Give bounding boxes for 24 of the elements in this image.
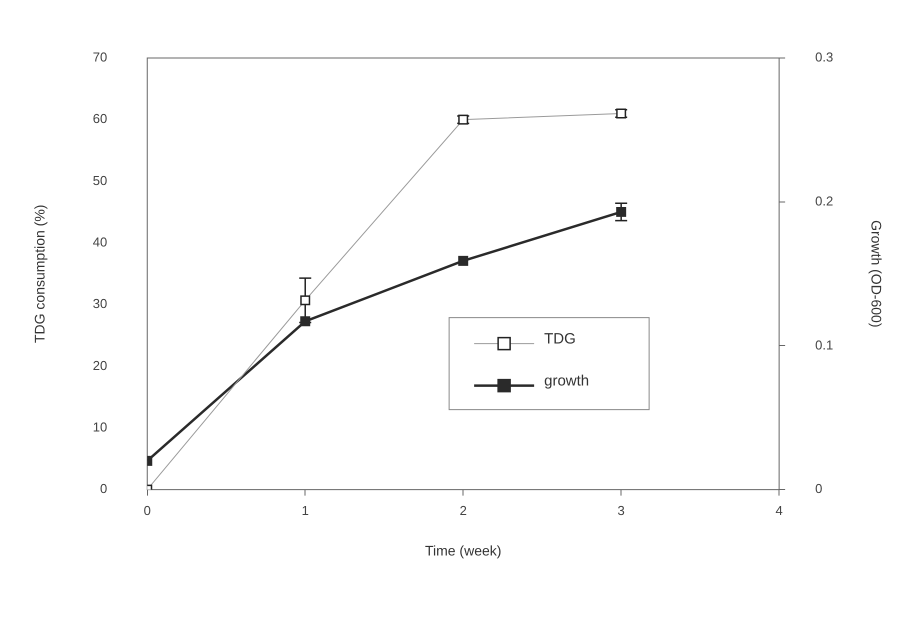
- x-axis-title: Time (week): [424, 542, 502, 558]
- y2-axis-title: Growth (OD-600): [868, 220, 885, 328]
- point: [300, 316, 310, 326]
- y-tick-label: 40: [92, 234, 108, 250]
- y-tick-label: 10: [92, 420, 108, 435]
- y-axis-title: TDG consumption (%): [31, 204, 48, 344]
- legend-label: TDG: [544, 330, 576, 348]
- x-tick-label: 1: [302, 502, 309, 518]
- x-tick-label: 2: [460, 502, 467, 518]
- y-tick-label: 0: [100, 481, 108, 496]
- y-tick-label: 70: [92, 50, 108, 65]
- legend-label: growth: [544, 372, 590, 390]
- y-tick-label: 20: [92, 358, 108, 373]
- y2-tick-label: 0.2: [815, 193, 834, 208]
- y-tick-label: 30: [92, 296, 108, 312]
- point: [458, 256, 468, 266]
- x-tick-label: 0: [144, 502, 151, 518]
- x-tick-label: 3: [618, 502, 625, 518]
- x-tick-label: 4: [776, 502, 783, 518]
- y2-tick-label: 0: [815, 481, 822, 496]
- y2-tick-label: 0.1: [815, 337, 834, 352]
- y2-tick-label: 0.3: [815, 50, 834, 65]
- y-tick-label: 60: [92, 111, 108, 126]
- y-tick-label: 50: [92, 172, 108, 188]
